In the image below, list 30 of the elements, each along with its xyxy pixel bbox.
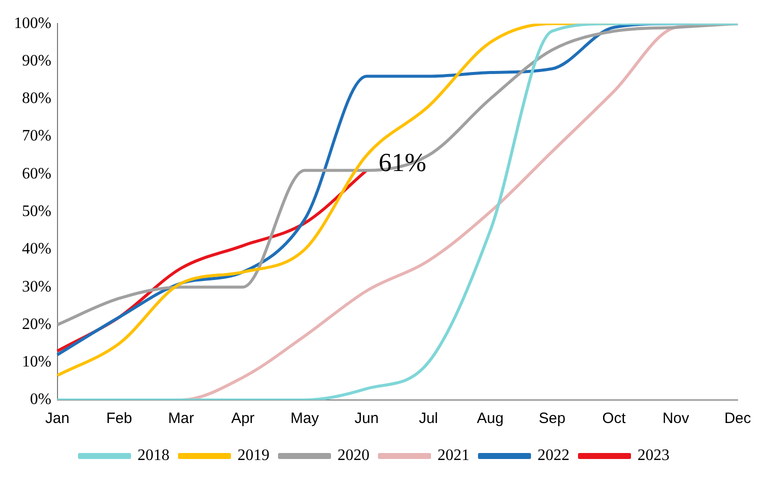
x-tick-label: Mar [168,410,194,428]
y-tick-label: 10% [22,354,52,371]
y-tick-label: 90% [22,52,52,70]
x-tick-label: Dec [724,410,752,428]
y-tick-label: 80% [22,90,52,108]
x-tick-label: Aug [476,410,504,428]
x-tick-label: Jun [354,410,379,428]
y-tick-label: 60% [22,165,52,182]
y-tick-label: 30% [22,278,52,296]
x-tick-label: Feb [106,410,132,428]
x-tick-label: Oct [602,410,626,428]
y-tick-label: 0% [30,391,52,408]
x-tick-label: Jan [45,410,70,428]
x-tick-label: May [290,410,320,428]
y-tick-label: 100% [14,14,52,32]
y-tick-label: 20% [22,316,52,333]
y-tick-label: 50% [22,203,52,220]
legend-label: 2020 [338,447,370,464]
legend-label: 2021 [438,447,470,464]
x-tick-label: Jul [418,410,438,428]
legend-label: 2018 [138,447,170,464]
legend-label: 2022 [538,447,570,464]
annotation: 61% [378,148,426,178]
y-tick-label: 70% [22,128,52,145]
legend-label: 2023 [638,447,670,464]
y-tick-label: 40% [22,240,52,258]
legend-label: 2019 [238,447,270,464]
x-tick-label: Sep [538,410,566,428]
x-tick-label: Nov [662,410,690,428]
x-tick-label: Apr [231,410,255,428]
